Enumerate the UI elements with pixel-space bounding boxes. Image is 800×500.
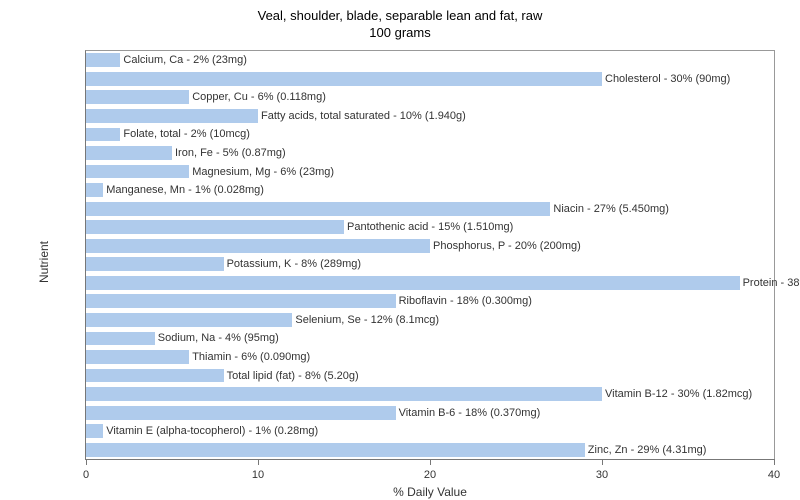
bar-row: Copper, Cu - 6% (0.118mg) (86, 90, 774, 104)
bar-row: Vitamin B-12 - 30% (1.82mcg) (86, 387, 774, 401)
bar-row: Selenium, Se - 12% (8.1mcg) (86, 313, 774, 327)
bar (86, 146, 172, 160)
bar-label: Magnesium, Mg - 6% (23mg) (189, 166, 334, 178)
bar (86, 165, 189, 179)
y-axis-label: Nutrient (37, 241, 51, 283)
bar-row: Vitamin B-6 - 18% (0.370mg) (86, 406, 774, 420)
bar (86, 313, 292, 327)
x-tick (602, 459, 603, 465)
bar-label: Manganese, Mn - 1% (0.028mg) (103, 184, 264, 196)
bar-row: Potassium, K - 8% (289mg) (86, 257, 774, 271)
x-tick (258, 459, 259, 465)
bar (86, 424, 103, 438)
bar-row: Magnesium, Mg - 6% (23mg) (86, 165, 774, 179)
x-tick (774, 459, 775, 465)
bar (86, 294, 396, 308)
bar-row: Riboflavin - 18% (0.300mg) (86, 294, 774, 308)
bar-row: Niacin - 27% (5.450mg) (86, 202, 774, 216)
x-tick-label: 10 (252, 469, 264, 481)
bar-row: Zinc, Zn - 29% (4.31mg) (86, 443, 774, 457)
bars-region: Calcium, Ca - 2% (23mg) Cholesterol - 30%… (86, 51, 774, 459)
bar (86, 220, 344, 234)
x-tick (430, 459, 431, 465)
bar-label: Zinc, Zn - 29% (4.31mg) (585, 444, 707, 456)
title-line-2: 100 grams (369, 25, 430, 40)
bar (86, 257, 224, 271)
bar-label: Phosphorus, P - 20% (200mg) (430, 240, 581, 252)
bar (86, 332, 155, 346)
bar-label: Copper, Cu - 6% (0.118mg) (189, 91, 326, 103)
bar-row: Manganese, Mn - 1% (0.028mg) (86, 183, 774, 197)
bar (86, 109, 258, 123)
bar (86, 443, 585, 457)
bar-row: Folate, total - 2% (10mcg) (86, 128, 774, 142)
chart-title: Veal, shoulder, blade, separable lean an… (0, 0, 800, 42)
plot-area: Calcium, Ca - 2% (23mg) Cholesterol - 30%… (85, 50, 775, 460)
bar (86, 53, 120, 67)
bar (86, 239, 430, 253)
bar-row: Fatty acids, total saturated - 10% (1.94… (86, 109, 774, 123)
bar-row: Pantothenic acid - 15% (1.510mg) (86, 220, 774, 234)
x-tick-label: 20 (424, 469, 436, 481)
bar-label: Thiamin - 6% (0.090mg) (189, 351, 310, 363)
x-tick-label: 40 (768, 469, 780, 481)
bar (86, 406, 396, 420)
bar-label: Niacin - 27% (5.450mg) (550, 203, 669, 215)
title-line-1: Veal, shoulder, blade, separable lean an… (258, 8, 543, 23)
bar-row: Thiamin - 6% (0.090mg) (86, 350, 774, 364)
bar-row: Total lipid (fat) - 8% (5.20g) (86, 369, 774, 383)
bar (86, 350, 189, 364)
bar-label: Vitamin B-6 - 18% (0.370mg) (396, 407, 541, 419)
bar-row: Sodium, Na - 4% (95mg) (86, 332, 774, 346)
bar-label: Folate, total - 2% (10mcg) (120, 128, 250, 140)
bar (86, 128, 120, 142)
x-tick-label: 30 (596, 469, 608, 481)
bar-label: Vitamin E (alpha-tocopherol) - 1% (0.28m… (103, 425, 318, 437)
bar-label: Protein - 38% (19.23g) (740, 277, 800, 289)
bar-label: Riboflavin - 18% (0.300mg) (396, 295, 532, 307)
bar-row: Cholesterol - 30% (90mg) (86, 72, 774, 86)
bar (86, 369, 224, 383)
bar (86, 387, 602, 401)
x-tick (86, 459, 87, 465)
bar-row: Iron, Fe - 5% (0.87mg) (86, 146, 774, 160)
bar (86, 183, 103, 197)
bar-label: Vitamin B-12 - 30% (1.82mcg) (602, 388, 752, 400)
bar-label: Potassium, K - 8% (289mg) (224, 258, 362, 270)
bar-row: Protein - 38% (19.23g) (86, 276, 774, 290)
bar-label: Pantothenic acid - 15% (1.510mg) (344, 221, 513, 233)
bar (86, 276, 740, 290)
bar-label: Iron, Fe - 5% (0.87mg) (172, 147, 286, 159)
bar-label: Sodium, Na - 4% (95mg) (155, 332, 279, 344)
bar-label: Fatty acids, total saturated - 10% (1.94… (258, 110, 466, 122)
x-axis-label: % Daily Value (393, 485, 467, 499)
bar-label: Total lipid (fat) - 8% (5.20g) (224, 370, 359, 382)
bar (86, 90, 189, 104)
bar-row: Phosphorus, P - 20% (200mg) (86, 239, 774, 253)
bar-label: Calcium, Ca - 2% (23mg) (120, 54, 246, 66)
chart-container: Veal, shoulder, blade, separable lean an… (0, 0, 800, 500)
bar-row: Calcium, Ca - 2% (23mg) (86, 53, 774, 67)
bar-label: Selenium, Se - 12% (8.1mcg) (292, 314, 439, 326)
bar-label: Cholesterol - 30% (90mg) (602, 73, 730, 85)
x-tick-label: 0 (83, 469, 89, 481)
bar (86, 202, 550, 216)
bar (86, 72, 602, 86)
bar-row: Vitamin E (alpha-tocopherol) - 1% (0.28m… (86, 424, 774, 438)
